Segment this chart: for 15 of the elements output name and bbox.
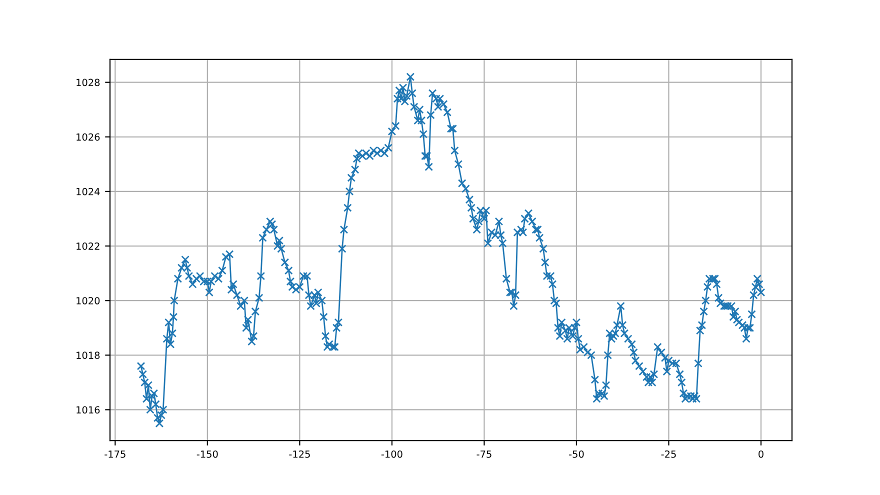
x-tick-label: -150: [196, 450, 218, 458]
x-tick-label: -75: [476, 450, 492, 458]
x-tick-label: -125: [289, 450, 310, 458]
y-tick-label: 1024: [76, 188, 100, 196]
x-tick-label: 0: [758, 450, 764, 458]
y-tick-label: 1026: [76, 133, 100, 141]
x-tick-label: -100: [381, 450, 402, 458]
x-tick-label: -25: [661, 450, 676, 458]
x-tick-label: -175: [104, 450, 126, 458]
y-tick-label: 1016: [76, 406, 100, 414]
y-tick-label: 1020: [76, 297, 100, 304]
y-tick-label: 1018: [76, 352, 100, 359]
y-tick-label: 1028: [76, 78, 100, 86]
y-tick-label: 1022: [76, 242, 100, 250]
x-tick-label: -50: [569, 450, 584, 458]
